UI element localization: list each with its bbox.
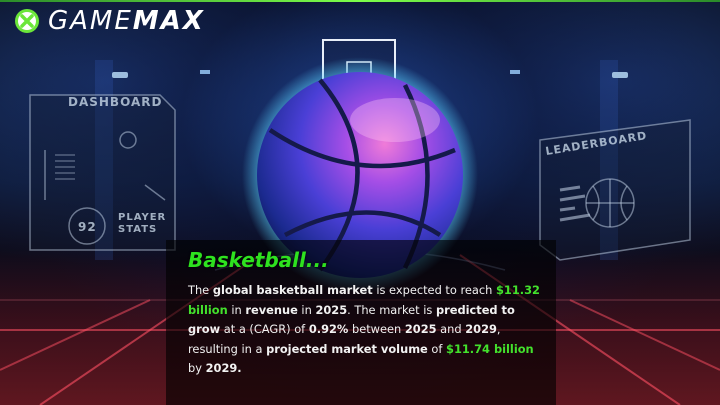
dashboard-label: DASHBOARD — [68, 95, 163, 109]
player-stats-label: PLAYER STATS — [118, 212, 166, 236]
text-segment: 2029 — [465, 322, 497, 336]
brand-logo[interactable]: GAMEMAX — [14, 8, 205, 34]
text-segment: at a (CAGR) of — [220, 322, 309, 336]
text-segment: is expected to reach — [372, 283, 496, 297]
text-segment: $11.74 billion — [446, 341, 534, 356]
text-segment: by — [188, 361, 206, 375]
stat-value: 92 — [78, 220, 97, 234]
text-segment: 2029. — [205, 361, 242, 375]
basketball-outline-icon — [585, 178, 635, 228]
brand-name-light: GAME — [48, 6, 133, 36]
text-segment: The — [188, 283, 213, 297]
text-segment: predicted to grow — [188, 302, 515, 337]
text-segment: and — [436, 322, 466, 336]
text-segment: , resulting in a — [188, 322, 501, 356]
top-accent-line — [0, 0, 720, 2]
text-segment: projected market volume — [266, 341, 428, 356]
market-description: The global basketball market is expected… — [188, 281, 540, 379]
dashboard-hud-panel — [29, 94, 176, 251]
text-segment: . The market is — [347, 302, 436, 317]
text-segment: 2025 — [404, 322, 437, 336]
brand-name-bold: MAX — [132, 6, 205, 36]
text-segment: in — [297, 302, 316, 317]
basketball-hero-icon — [242, 57, 478, 293]
text-segment: $11.32 billion — [188, 283, 540, 317]
text-segment: revenue — [245, 302, 298, 317]
leaderboard-hud-panel — [539, 119, 691, 261]
brand-wordmark: GAMEMAX — [48, 8, 205, 34]
text-segment: global basketball market — [212, 283, 373, 297]
info-text-panel — [166, 240, 556, 405]
text-segment: in — [227, 302, 246, 317]
player-stats-line2: STATS — [118, 224, 158, 235]
section-heading: Basketball... — [188, 248, 329, 272]
text-segment: between — [348, 322, 405, 336]
text-segment: 2025 — [315, 302, 348, 317]
stadium-lights — [95, 60, 628, 260]
text-segment: 0.92% — [308, 322, 349, 336]
player-stats-line1: PLAYER — [118, 212, 167, 223]
text-segment: of — [427, 341, 447, 356]
gamemax-logo-icon — [15, 9, 39, 33]
